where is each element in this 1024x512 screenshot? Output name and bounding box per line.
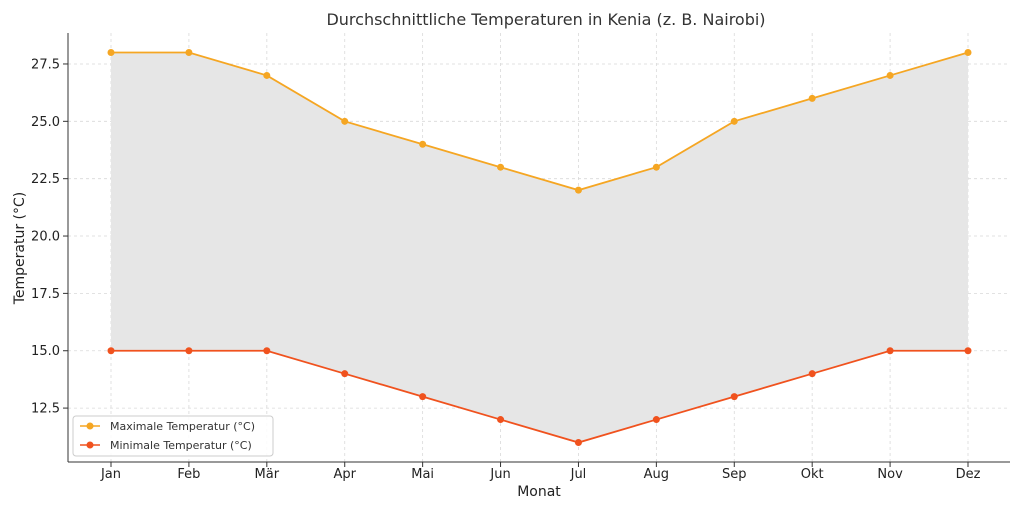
data-point-max bbox=[808, 94, 816, 102]
x-tick-label: Dez bbox=[956, 467, 981, 482]
data-point-max bbox=[574, 186, 582, 194]
data-point-min bbox=[886, 347, 894, 355]
data-point-min bbox=[419, 393, 427, 401]
y-ticks: 12.5 15.0 17.5 20.0 22.5 25.0 27.5 bbox=[31, 57, 68, 417]
data-point-min bbox=[730, 393, 738, 401]
data-point-min bbox=[652, 416, 660, 424]
x-ticks: Jan Feb Mär Apr Mai Jun Jul Aug Sep Okt Nov Dez bbox=[100, 462, 981, 482]
x-tick-label: Jul bbox=[570, 467, 587, 482]
y-tick-label: 15.0 bbox=[31, 344, 60, 359]
data-point-max bbox=[886, 71, 894, 79]
x-tick-label: Sep bbox=[722, 467, 747, 482]
chart-title: Durchschnittliche Temperaturen in Kenia … bbox=[326, 10, 765, 29]
data-point-max bbox=[730, 117, 738, 125]
data-point-max bbox=[652, 163, 660, 171]
data-point-max bbox=[263, 71, 271, 79]
data-point-min bbox=[497, 416, 505, 424]
x-tick-label: Feb bbox=[177, 467, 200, 482]
data-point-min bbox=[107, 347, 115, 355]
data-point-max bbox=[185, 49, 193, 56]
y-tick-label: 20.0 bbox=[31, 230, 60, 245]
x-tick-label: Okt bbox=[801, 467, 824, 482]
data-point-min bbox=[808, 370, 816, 378]
x-axis-label: Monat bbox=[517, 484, 561, 500]
y-axis-label: Temperatur (°C) bbox=[12, 192, 28, 306]
legend: Maximale Temperatur (°C) Minimale Temper… bbox=[72, 415, 274, 457]
y-tick-label: 25.0 bbox=[31, 115, 60, 130]
x-tick-label: Mai bbox=[411, 467, 434, 482]
data-point-min bbox=[185, 347, 193, 355]
fill-between-area bbox=[111, 52, 968, 443]
x-tick-label: Jan bbox=[100, 467, 121, 482]
x-tick-label: Nov bbox=[877, 467, 903, 482]
x-tick-label: Apr bbox=[333, 467, 356, 482]
y-tick-label: 12.5 bbox=[31, 402, 60, 417]
y-tick-label: 17.5 bbox=[31, 287, 60, 302]
series-layer bbox=[107, 49, 972, 446]
x-tick-label: Aug bbox=[644, 467, 669, 482]
data-point-max bbox=[497, 163, 505, 171]
legend-marker-max bbox=[86, 422, 94, 430]
legend-box bbox=[72, 415, 274, 457]
data-point-min bbox=[341, 370, 349, 378]
legend-marker-min bbox=[86, 441, 94, 449]
series-line-min bbox=[111, 349, 968, 444]
data-point-max bbox=[419, 140, 427, 148]
data-point-min bbox=[263, 347, 271, 355]
series-line-max bbox=[111, 51, 969, 192]
y-tick-label: 22.5 bbox=[31, 172, 60, 187]
x-tick-label: Jun bbox=[489, 467, 510, 482]
data-point-min bbox=[574, 439, 582, 446]
axes bbox=[67, 33, 1010, 463]
legend-label-min: Minimale Temperatur (°C) bbox=[110, 439, 252, 452]
data-point-max bbox=[341, 117, 349, 125]
legend-label-max: Maximale Temperatur (°C) bbox=[110, 420, 255, 433]
y-tick-label: 27.5 bbox=[31, 57, 60, 72]
x-tick-label: Mär bbox=[255, 467, 280, 482]
data-point-max bbox=[107, 49, 115, 56]
data-point-min bbox=[964, 347, 972, 355]
data-point-max bbox=[964, 49, 972, 56]
